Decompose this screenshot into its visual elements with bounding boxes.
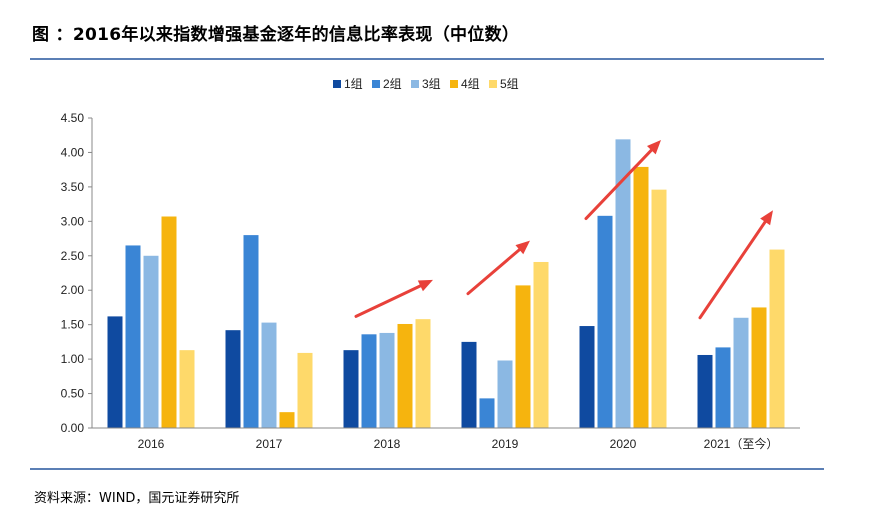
bar [225,330,241,428]
trend-arrow [584,140,661,221]
bar [343,350,359,428]
legend-label: 2组 [383,77,402,91]
bar [633,166,649,428]
bar [415,319,431,428]
x-tick-label: 2017 [256,437,283,451]
x-tick-label: 2018 [374,437,401,451]
x-tick-label: 2021（至今） [704,436,779,451]
bar [533,261,549,428]
legend-label: 1组 [344,77,363,91]
bar [597,215,613,428]
bar [751,307,767,428]
top-divider [30,58,824,60]
bar [579,326,595,428]
bar [243,235,259,428]
legend-swatch [489,80,497,88]
y-tick-label: 3.00 [61,214,85,228]
y-tick-label: 1.00 [61,352,85,366]
x-tick-label: 2019 [492,437,519,451]
bar-chart: 1组 2组 3组 4组 5组 0.00 0.50 1.00 1.50 2.00 2.50 3.00 3… [61,77,800,451]
y-tick-label: 2.50 [61,249,85,263]
y-tick-label: 2.00 [61,283,85,297]
legend-label: 5组 [500,77,519,91]
x-tick-label: 2020 [610,437,637,451]
bar [397,323,413,428]
y-tick-label: 4.00 [61,145,85,159]
y-tick-label: 1.50 [61,318,85,332]
bar [125,245,141,428]
bar [297,352,313,428]
bar [697,354,713,428]
bar [361,334,377,428]
chart-title: 图 ：2016年以来指数增强基金逐年的信息比率表现（中位数） [32,25,520,45]
bar [515,285,531,428]
y-tick-label: 0.50 [61,387,85,401]
y-axis: 0.00 0.50 1.00 1.50 2.00 2.50 3.00 3.50 4.00 4.50 [61,111,93,435]
legend-swatch [333,80,341,88]
bar [107,316,123,428]
x-tick-label: 2016 [138,437,165,451]
trend-arrow [354,279,433,318]
legend-label: 4组 [461,77,480,91]
bar [461,341,477,428]
legend-label: 3组 [422,77,441,91]
bar [769,249,785,428]
bar [497,360,513,428]
trend-arrows [354,140,773,320]
bar [379,332,395,428]
x-axis: 2016 2017 2018 2019 2020 2021（至今） [92,427,800,451]
bar [733,317,749,428]
bottom-divider [30,468,824,470]
bar [161,216,177,428]
bars [107,139,785,428]
bar [143,255,159,428]
bar [479,398,495,428]
trend-arrow [466,240,530,296]
bar [279,412,295,428]
y-tick-label: 3.50 [61,180,85,194]
trend-arrow [698,210,773,320]
legend-swatch [411,80,419,88]
bar [179,350,195,428]
y-tick-label: 4.50 [61,111,85,125]
legend: 1组 2组 3组 4组 5组 [333,77,519,91]
bar [715,347,731,428]
legend-swatch [450,80,458,88]
bar [651,189,667,428]
y-tick-label: 0.00 [61,421,85,435]
bar [615,139,631,428]
source-note: 资料来源：WIND，国元证券研究所 [34,491,240,506]
bar [261,322,277,428]
legend-swatch [372,80,380,88]
